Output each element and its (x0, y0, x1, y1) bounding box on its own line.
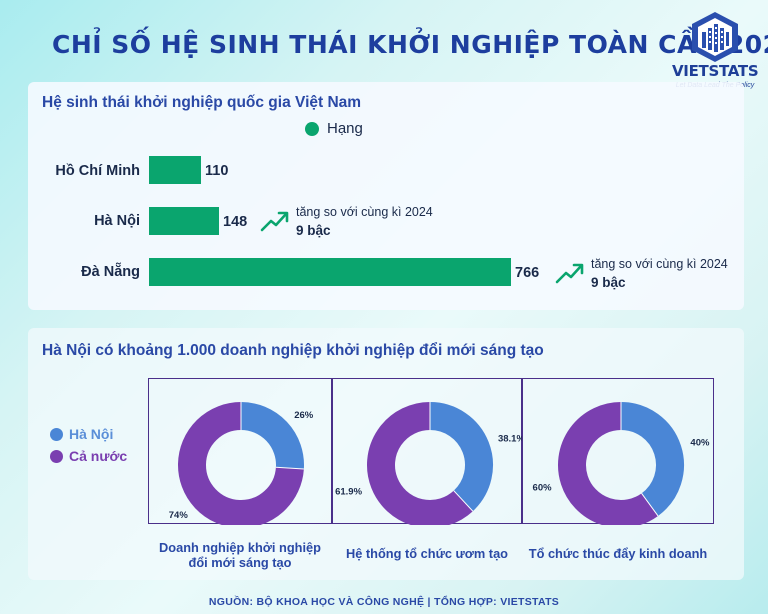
bar-value-hanoi: 148 (223, 214, 248, 230)
source-footer: NGUỒN: BỘ KHOA HỌC VÀ CÔNG NGHỆ | TỔNG H… (208, 596, 560, 608)
vietstats-logo: VIETSTATS Let Data Lead The Policy (672, 10, 759, 90)
bar-value-danang: 766 (515, 265, 540, 281)
annotation-text: tăng so với cùng kì 2024 (591, 257, 728, 271)
legend-label-hanoi: Hà Nội (69, 426, 114, 442)
donut-slice-national-label: 60% (533, 483, 553, 494)
donut-slice-hanoi-label: 38.1% (498, 433, 523, 444)
page-title: CHỈ SỐ HỆ SINH THÁI KHỞI NGHIỆP TOÀN CẦU… (52, 30, 768, 59)
bar-chart-title: Hệ sinh thái khởi nghiệp quốc gia Việt N… (42, 94, 362, 111)
donut-separator (453, 490, 474, 512)
annotation-value: 9 bậc (296, 223, 331, 238)
trend-up-icon (260, 211, 289, 232)
donut-slice-national (558, 402, 659, 528)
legend-item-hanoi: Hà Nội (50, 426, 127, 442)
donut-card-incubators: 38.1% 61.9% (332, 378, 525, 528)
bar-hanoi (149, 207, 219, 235)
donut-separator (641, 493, 659, 517)
legend-item-national: Cả nước (50, 448, 127, 464)
donut-caption-incubators: Hệ thống tổ chức ươm tạo (346, 546, 508, 561)
donut-chart-incubators: 38.1% 61.9% (335, 402, 525, 528)
legend-dot-icon (50, 427, 63, 441)
city-label-hanoi: Hà Nội (94, 213, 140, 229)
legend-label-rank: Hạng (327, 120, 363, 137)
donut-separator (275, 466, 304, 470)
donut-slice-hanoi-label: 26% (294, 410, 314, 421)
trend-up-icon (555, 263, 584, 284)
donut-slice-hanoi-label: 40% (690, 437, 710, 448)
logo-brand: VIETSTATS (672, 62, 759, 80)
logo-hexagon-icon (692, 12, 738, 62)
donut-slice-national (367, 402, 473, 528)
donut-slice-national (178, 402, 304, 528)
donut-caption-accelerators: Tổ chức thúc đẩy kinh doanh (528, 546, 708, 561)
legend-dot-icon (305, 121, 319, 136)
city-label-hcm: Hồ Chí Minh (55, 163, 140, 179)
donut-chart-startups: 26% 74% (169, 402, 314, 528)
donut-legend: Hà Nội Cả nước (50, 426, 127, 470)
legend-label-national: Cả nước (69, 448, 128, 464)
donut-caption-startups: Doanh nghiệp khởi nghiệp đổi mới sáng tạ… (159, 540, 321, 570)
donut-slice-hanoi (429, 402, 493, 512)
annotation-text: tăng so với cùng kì 2024 (296, 205, 433, 219)
city-label-danang: Đà Nẵng (81, 264, 140, 280)
donut-slice-hanoi (240, 402, 304, 469)
donut-slice-hanoi (620, 402, 684, 516)
donut-section-title: Hà Nội có khoảng 1.000 doanh nghiệp khởi… (42, 342, 544, 359)
bar-value-hcm: 110 (205, 163, 229, 179)
bar-legend: Hạng (305, 120, 363, 137)
donut-card-startups: 26% 74% (148, 378, 332, 528)
donut-card-accelerators: 40% 60% (522, 378, 714, 528)
bar-danang (149, 258, 511, 286)
donut-slice-national-label: 74% (169, 510, 189, 521)
donut-chart-accelerators: 40% 60% (533, 402, 710, 528)
legend-dot-icon (50, 449, 63, 463)
donut-slice-national-label: 61.9% (335, 487, 362, 498)
annotation-value: 9 bậc (591, 275, 626, 290)
bar-hcm (149, 156, 201, 184)
